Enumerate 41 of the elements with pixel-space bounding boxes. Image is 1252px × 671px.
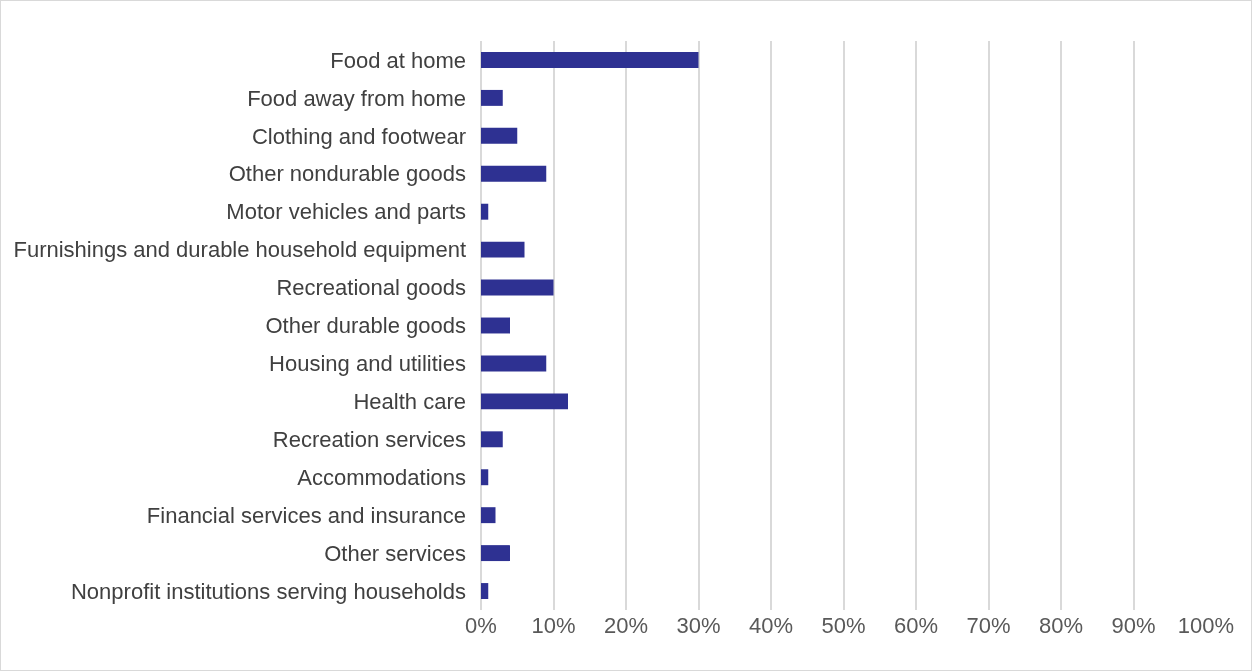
y-tick-label: Recreation services xyxy=(272,427,466,452)
x-tick-label: 40% xyxy=(748,613,794,638)
y-tick-label: Accommodations xyxy=(297,464,466,490)
y-tick-label: Nonprofit institutions serving households xyxy=(70,578,466,604)
x-tick-label: 20% xyxy=(603,613,649,638)
x-tick-label: 70% xyxy=(966,613,1011,638)
bar xyxy=(481,52,699,68)
bar xyxy=(481,507,496,524)
y-tick-label: Clothing and footwear xyxy=(251,123,466,149)
x-tick-label: 0% xyxy=(465,613,497,638)
bar xyxy=(481,469,489,486)
y-tick-label: Recreational goods xyxy=(276,275,466,301)
bar xyxy=(481,279,554,296)
y-tick-label: Other services xyxy=(324,540,466,566)
y-tick-label: Financial services and insurance xyxy=(146,502,466,528)
bar xyxy=(481,355,547,372)
y-tick-label: Housing and utilities xyxy=(269,351,466,377)
x-tick-label: 50% xyxy=(821,613,866,638)
bar xyxy=(481,127,518,144)
x-tick-label: 100% xyxy=(1177,613,1235,638)
y-tick-label: Other durable goods xyxy=(265,313,466,339)
x-tick-label: 30% xyxy=(676,613,721,638)
y-tick-label: Health care xyxy=(353,389,466,415)
y-tick-label: Motor vehicles and parts xyxy=(226,199,466,225)
bar xyxy=(481,241,525,258)
x-tick-label: 60% xyxy=(893,613,939,638)
x-tick-label: 10% xyxy=(531,613,576,638)
bar xyxy=(481,431,503,448)
bar xyxy=(481,545,510,562)
bar xyxy=(481,317,510,334)
y-tick-label: Food at home xyxy=(330,47,466,73)
bar xyxy=(481,583,489,599)
y-tick-label: Food away from home xyxy=(247,85,466,111)
x-tick-label: 80% xyxy=(1038,613,1084,638)
y-tick-label: Other nondurable goods xyxy=(228,161,466,187)
x-tick-label: 90% xyxy=(1111,613,1156,638)
bar xyxy=(481,89,503,106)
bar xyxy=(481,393,568,410)
y-tick-label: Furnishings and durable household equipment xyxy=(13,237,466,263)
bar xyxy=(481,203,489,220)
bar xyxy=(481,165,547,182)
